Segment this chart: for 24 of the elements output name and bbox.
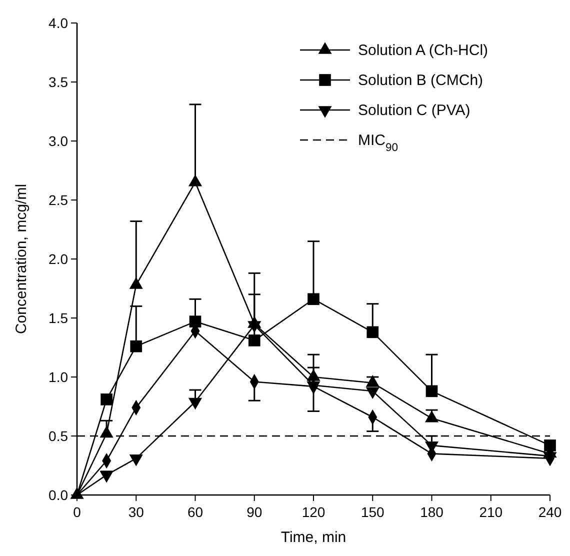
x-tick-label: 90 [246,504,262,520]
y-tick-label: 2.5 [48,192,68,208]
legend-label: Solution A (Ch-HCl) [358,42,488,59]
y-tick-label: 1.5 [48,310,68,326]
x-tick-label: 30 [128,504,144,520]
x-tick-label: 0 [73,504,82,520]
x-tick-label: 240 [538,504,562,520]
y-tick-label: 4.0 [48,15,68,31]
x-axis-title: Time, min [280,529,346,546]
x-tick-label: 150 [360,504,385,520]
y-tick-label: 0.0 [48,487,68,503]
legend-label: Solution C (PVA) [358,102,470,119]
y-tick-label: 3.0 [48,133,68,149]
y-tick-label: 2.0 [48,251,68,267]
y-tick-label: 3.5 [48,74,68,90]
y-axis-title: Concentration, mcg/ml [13,184,30,334]
x-tick-label: 210 [479,504,503,520]
legend-label: Solution B (CMCh) [358,72,484,89]
x-tick-label: 120 [302,504,326,520]
y-tick-label: 1.0 [48,369,68,385]
x-tick-label: 60 [187,504,204,520]
legend-label: MIC$_{90}$ [358,132,398,154]
y-tick-label: 0.5 [48,428,68,444]
x-tick-label: 180 [420,504,444,520]
